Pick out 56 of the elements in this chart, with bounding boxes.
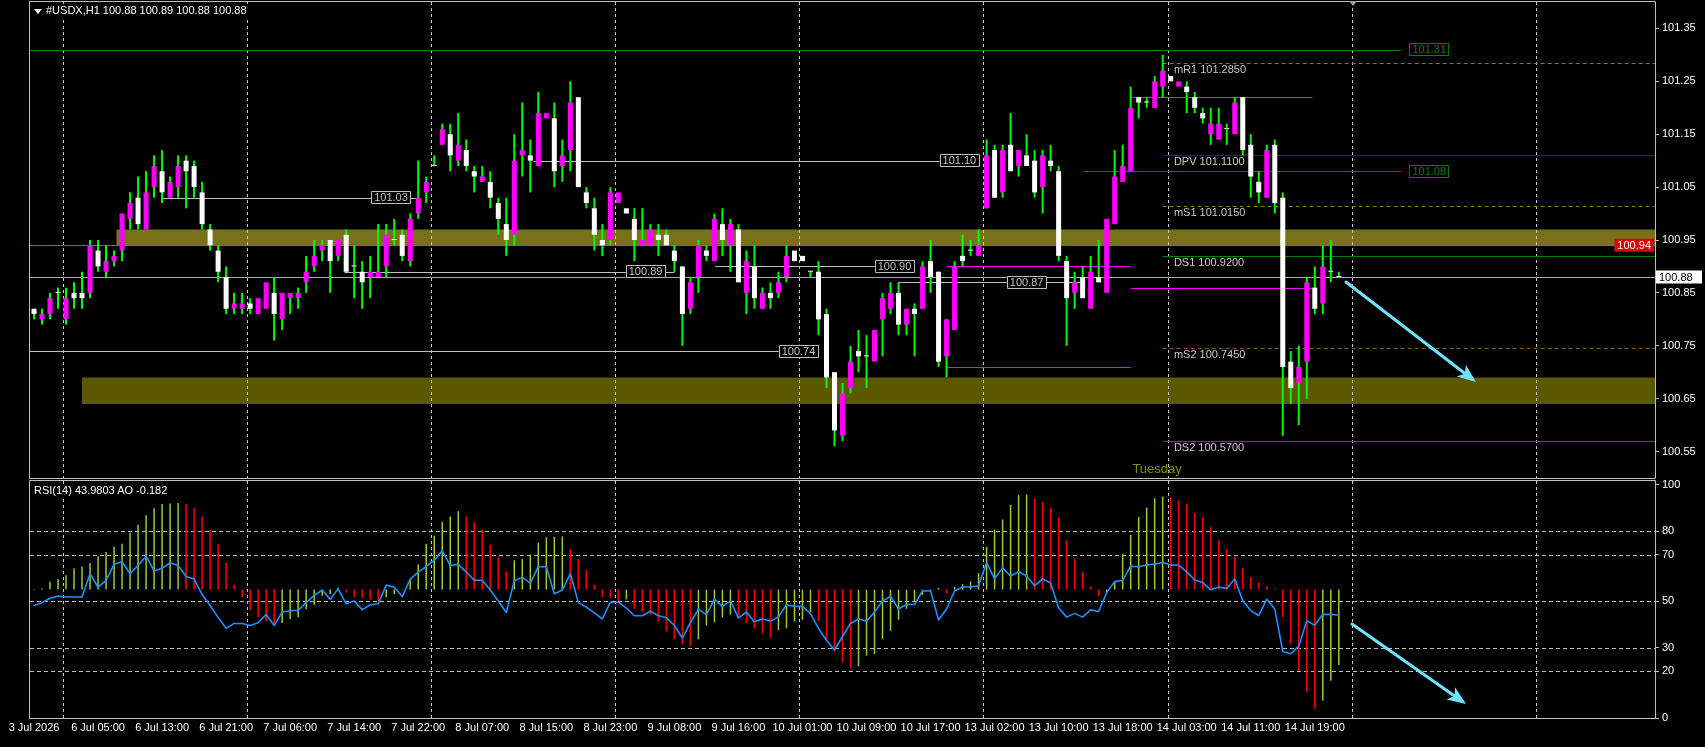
x-tick-label: 8 Jul 23:00 xyxy=(583,720,638,733)
ref-line-label: DPV 101.1100 xyxy=(1173,155,1245,168)
y-tick-label: 100 xyxy=(1662,477,1681,490)
x-tick-label: 14 Jul 19:00 xyxy=(1284,720,1345,733)
ref-line-label: mS1 101.0150 xyxy=(1173,205,1246,218)
annotation: Tuesday xyxy=(1132,460,1183,476)
y-tick-label: 100.85 xyxy=(1662,285,1696,298)
y-tick-label: 30 xyxy=(1662,640,1675,653)
ref-line-label: 100.89 xyxy=(628,265,663,278)
ref-line-label: 101.08 xyxy=(1412,164,1447,177)
y-tick-label: 101.05 xyxy=(1662,180,1696,193)
ref-line-label: 100.88 xyxy=(1659,270,1693,283)
x-tick-label: 7 Jul 14:00 xyxy=(327,720,382,733)
x-tick-label: 9 Jul 08:00 xyxy=(647,720,702,733)
ref-line-label: 101.31 xyxy=(1412,43,1447,56)
x-tick-label: 10 Jul 01:00 xyxy=(772,720,833,733)
y-tick-label: 101.25 xyxy=(1662,74,1696,87)
x-tick-label: 9 Jul 16:00 xyxy=(711,720,766,733)
y-tick-label: 101.15 xyxy=(1662,127,1696,140)
x-tick-label: 8 Jul 07:00 xyxy=(455,720,510,733)
y-tick-label: 0 xyxy=(1662,711,1669,724)
y-tick-label: 70 xyxy=(1662,547,1675,560)
x-tick-label: 14 Jul 11:00 xyxy=(1221,720,1281,733)
x-tick-label: 14 Jul 03:00 xyxy=(1156,720,1217,733)
x-tick-label: 13 Jul 10:00 xyxy=(1028,720,1089,733)
ref-line-label: 100.87 xyxy=(1009,275,1044,288)
x-tick-label: 7 Jul 06:00 xyxy=(263,720,318,733)
y-tick-label: 100.95 xyxy=(1662,233,1696,246)
ref-line-label: mS2 100.7450 xyxy=(1173,348,1246,361)
y-tick-label: 100.55 xyxy=(1662,444,1696,457)
y-tick-label: 100.65 xyxy=(1662,391,1696,404)
chart-title: #USDX,H1 100.88 100.89 100.88 100.88 xyxy=(46,4,247,17)
x-tick-label: 13 Jul 02:00 xyxy=(964,720,1025,733)
x-tick-label: 10 Jul 09:00 xyxy=(836,720,897,733)
ref-line-label: 101.10 xyxy=(942,154,977,167)
y-tick-label: 50 xyxy=(1662,594,1675,607)
ref-line-label: 100.94 xyxy=(1617,238,1652,251)
ref-line-label: 101.03 xyxy=(374,191,408,204)
ref-line-label: mR1 101.2850 xyxy=(1173,62,1247,75)
y-tick-label: 101.35 xyxy=(1662,21,1696,34)
ref-line-label: 100.74 xyxy=(781,344,816,357)
x-tick-label: 6 Jul 21:00 xyxy=(199,720,254,733)
y-tick-label: 100.75 xyxy=(1662,338,1696,351)
x-tick-label: 7 Jul 22:00 xyxy=(391,720,446,733)
x-tick-label: 3 Jul 2026 xyxy=(8,720,60,733)
chart-title: RSI(14) 43.9803 AO -0.182 xyxy=(34,484,168,497)
x-tick-label: 8 Jul 15:00 xyxy=(519,720,574,733)
ref-line-label: DS2 100.5700 xyxy=(1173,441,1245,454)
x-tick-label: 6 Jul 05:00 xyxy=(71,720,125,733)
y-tick-label: 20 xyxy=(1662,664,1675,677)
ref-line-label: DS1 100.9200 xyxy=(1173,255,1245,268)
ref-line-label: 100.90 xyxy=(877,259,912,272)
y-tick-label: 80 xyxy=(1662,524,1675,537)
x-tick-label: 13 Jul 18:00 xyxy=(1092,720,1153,733)
x-tick-label: 10 Jul 17:00 xyxy=(900,720,961,733)
x-tick-label: 6 Jul 13:00 xyxy=(135,720,189,733)
